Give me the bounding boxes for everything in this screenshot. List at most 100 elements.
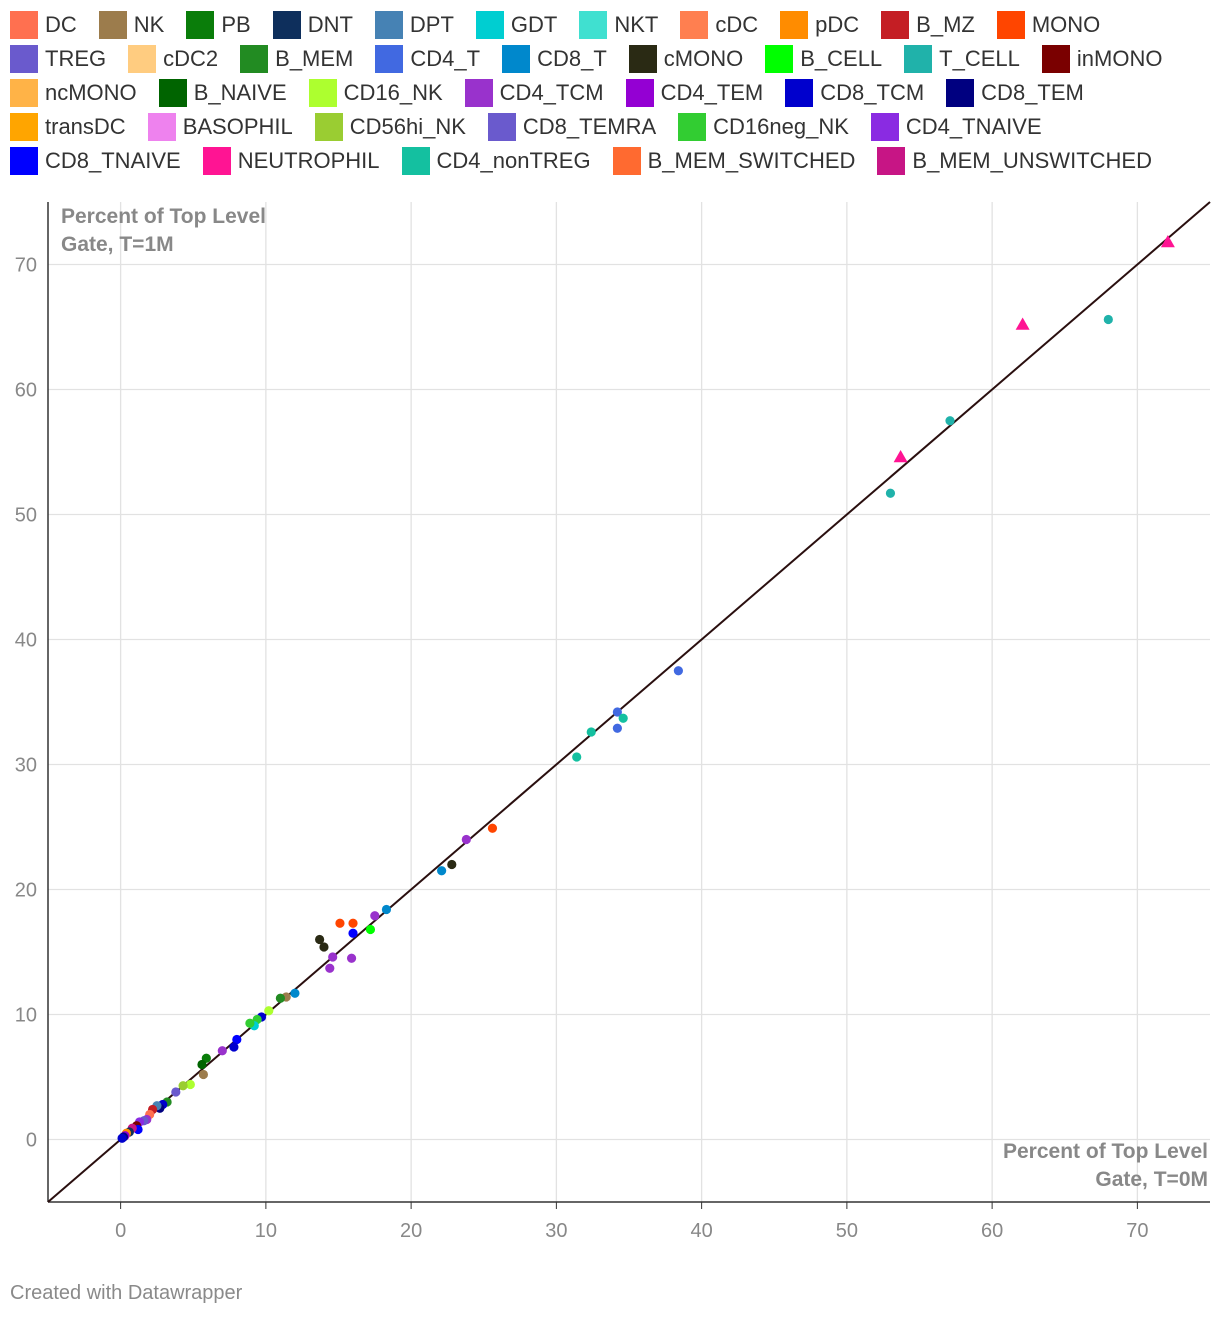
legend-swatch <box>10 79 38 107</box>
legend-swatch <box>870 113 899 141</box>
legend-label: CD4_TNAIVE <box>905 114 1042 139</box>
legend-swatch <box>502 45 531 73</box>
data-point <box>328 952 338 962</box>
legend-swatch <box>374 11 403 39</box>
legend-label: B_NAIVE <box>193 80 287 105</box>
legend-swatch <box>186 11 215 39</box>
legend-swatch <box>158 79 187 107</box>
data-point <box>229 1042 239 1052</box>
data-point <box>612 723 622 733</box>
x-tick-label: 50 <box>836 1220 858 1242</box>
data-point <box>487 823 498 833</box>
legend-label: CD16_NK <box>343 80 443 105</box>
legend-swatch <box>10 45 38 73</box>
legend-label: CD8_TNAIVE <box>45 148 181 173</box>
legend-item: DPT <box>374 10 454 40</box>
legend-item: CD8_T <box>502 44 607 74</box>
legend-item: cDC2 <box>128 44 218 74</box>
y-tick-label: 10 <box>15 1005 37 1027</box>
legend-label: NK <box>133 12 165 37</box>
x-axis-title-line: Gate, T=0M <box>1095 1168 1208 1191</box>
legend-swatch <box>464 79 493 107</box>
legend-swatch <box>946 79 975 107</box>
legend-swatch <box>487 113 516 141</box>
data-point <box>335 918 345 928</box>
legend-item: CD8_TNAIVE <box>10 146 181 176</box>
legend-swatch <box>98 11 127 39</box>
legend-swatch <box>10 147 38 175</box>
data-point <box>319 942 329 952</box>
data-point <box>346 953 357 963</box>
data-point-triangle <box>1015 317 1030 330</box>
data-point <box>171 1087 181 1097</box>
legend-item: B_MEM <box>240 44 353 74</box>
legend-label: MONO <box>1031 12 1101 37</box>
legend-item: CD56hi_NK <box>314 112 466 142</box>
data-point <box>117 1133 127 1143</box>
gridlines <box>48 202 1210 1202</box>
legend-label: pDC <box>815 12 860 37</box>
data-point-triangle <box>893 450 908 463</box>
legend-item: B_CELL <box>765 44 882 74</box>
data-point <box>245 1018 255 1028</box>
x-tick-label: 20 <box>400 1220 422 1242</box>
y-axis-title-line: Percent of Top Level <box>61 205 266 228</box>
legend-swatch <box>401 147 430 175</box>
legend-item: CD8_TCM <box>785 78 924 108</box>
legend-label: DNT <box>307 12 353 37</box>
legend-item: NEUTROPHIL <box>202 146 380 176</box>
legend-label: CD8_TEM <box>981 80 1084 105</box>
legend-swatch <box>785 79 814 107</box>
legend-item: T_CELL <box>904 44 1020 74</box>
legend-swatch <box>877 147 906 175</box>
tick-labels: 0 10 20 30 40 50 60 70 0 10 20 30 40 50 60 70 <box>15 255 1149 1243</box>
data-point <box>618 713 628 723</box>
legend-label: cDC <box>715 12 759 37</box>
data-point <box>217 1046 227 1056</box>
legend-label: B_MEM_UNSWITCHED <box>912 148 1152 173</box>
legend-label: CD56hi_NK <box>349 114 466 139</box>
legend-item: pDC <box>780 10 859 40</box>
legend-item: transDC <box>10 112 126 142</box>
legend-swatch <box>202 147 231 175</box>
legend-item: PB <box>186 10 251 40</box>
legend-label: CD8_TCM <box>820 80 925 105</box>
legend-swatch <box>10 11 38 39</box>
x-tick-label: 30 <box>545 1220 567 1242</box>
y-tick-label: 40 <box>15 630 37 652</box>
legend-swatch <box>128 45 157 73</box>
legend-label: B_CELL <box>800 46 883 71</box>
legend-swatch <box>308 79 337 107</box>
legend-label: DPT <box>409 12 454 37</box>
legend-label: CD8_TEMRA <box>522 114 657 139</box>
legend-swatch <box>579 11 608 39</box>
legend-label: inMONO <box>1076 46 1163 71</box>
data-point <box>178 1081 188 1091</box>
legend-swatch <box>1041 45 1070 73</box>
legend-swatch <box>475 11 504 39</box>
data-point <box>198 1069 209 1080</box>
data-point <box>185 1079 195 1090</box>
legend-item: CD4_TEM <box>625 78 763 108</box>
legend-swatch <box>628 45 657 73</box>
data-point <box>945 416 955 426</box>
legend-item: B_MEM_SWITCHED <box>612 146 855 176</box>
legend-item: CD4_TCM <box>464 78 604 108</box>
legend-swatch <box>10 113 38 141</box>
legend-label: cDC2 <box>163 46 219 71</box>
legend-item: B_NAIVE <box>158 78 287 108</box>
legend-label: NKT <box>614 12 659 37</box>
legend-item: cMONO <box>628 44 743 74</box>
legend-item: CD4_TNAIVE <box>870 112 1042 142</box>
legend-label: GDT <box>510 12 558 37</box>
legend-label: B_MEM <box>275 46 354 71</box>
legend-label: CD4_TCM <box>499 80 604 105</box>
legend-item: DC <box>10 10 77 40</box>
legend-item: CD16neg_NK <box>678 112 849 142</box>
data-point <box>461 834 471 845</box>
data-point <box>348 928 358 938</box>
data-point <box>348 918 358 928</box>
legend-item: MONO <box>996 10 1101 40</box>
